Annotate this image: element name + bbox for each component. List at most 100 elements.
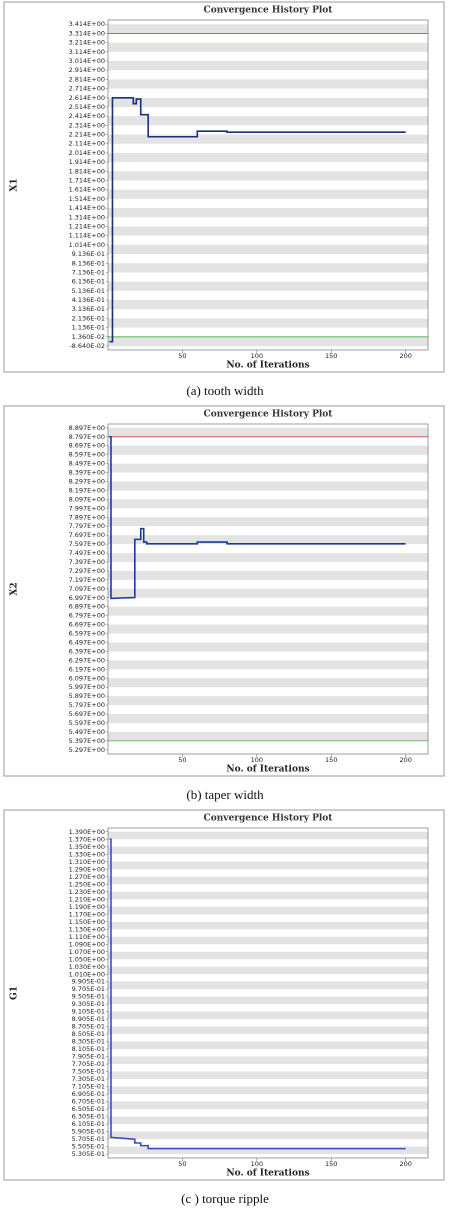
stripe (108, 891, 428, 900)
stripe (108, 1131, 428, 1140)
y-tick-label: 2.814E+00 (69, 75, 105, 83)
stripe (108, 1116, 428, 1125)
y-tick-label: 6.697E+00 (69, 621, 105, 629)
y-tick-label: 7.697E+00 (69, 531, 105, 539)
y-tick-label: 6.297E+00 (69, 656, 105, 664)
stripe (108, 642, 428, 652)
y-tick-label: 8.905E-01 (72, 1015, 105, 1023)
y-tick-label: 7.305E-01 (72, 1075, 105, 1083)
x-tick-label: 150 (325, 1160, 337, 1168)
stripe (108, 624, 428, 634)
y-tick-label: -8.640E-02 (69, 342, 105, 350)
y-tick-label: 8.697E+00 (69, 442, 105, 450)
y-tick-label: 8.797E+00 (69, 433, 105, 441)
y-tick-label: 1.310E+00 (69, 858, 105, 866)
stripe (108, 427, 428, 437)
stripe (108, 318, 428, 328)
y-tick-label: 2.014E+00 (69, 149, 105, 157)
y-tick-label: 1.250E+00 (69, 880, 105, 888)
stripe (108, 1041, 428, 1050)
x-tick-label: 50 (178, 756, 186, 764)
y-tick-label: 1.210E+00 (69, 895, 105, 903)
stripe (108, 24, 428, 34)
stripe (108, 517, 428, 527)
y-tick-label: 1.170E+00 (69, 910, 105, 918)
x-tick-label: 100 (251, 1160, 263, 1168)
y-tick-label: 1.136E-01 (72, 324, 105, 332)
y-tick-label: 9.905E-01 (72, 978, 105, 986)
y-tick-label: 2.414E+00 (69, 112, 105, 120)
plot-border (107, 423, 429, 755)
y-tick-label: 5.905E-01 (72, 1128, 105, 1136)
stripe (108, 861, 428, 870)
y-tick-label: 7.597E+00 (69, 540, 105, 548)
y-tick-label: 1.150E+00 (69, 918, 105, 926)
y-tick-label: 1.014E+00 (69, 241, 105, 249)
stripe (108, 996, 428, 1005)
y-tick-label: 7.505E-01 (72, 1068, 105, 1076)
y-tick-label: 1.290E+00 (69, 865, 105, 873)
stripe (108, 463, 428, 473)
y-tick-label: 1.110E+00 (69, 933, 105, 941)
y-tick-label: 7.136E-01 (72, 268, 105, 276)
y-tick-label: 1.914E+00 (69, 158, 105, 166)
x-tick-label: 150 (325, 352, 337, 360)
y-tick-label: 1.614E+00 (69, 186, 105, 194)
y-axis-label: G1 (10, 986, 20, 1000)
stripe (108, 97, 428, 107)
y-tick-label: 5.997E+00 (69, 683, 105, 691)
y-tick-label: 8.397E+00 (69, 469, 105, 477)
stripe (108, 171, 428, 181)
y-tick-label: 1.390E+00 (69, 828, 105, 836)
stripe (108, 1026, 428, 1035)
y-tick-label: 9.705E-01 (72, 985, 105, 993)
y-tick-label: 7.797E+00 (69, 522, 105, 530)
y-tick-label: 9.136E-01 (72, 250, 105, 258)
caption: (a) tooth width (186, 383, 264, 398)
y-tick-label: 4.136E-01 (72, 296, 105, 304)
stripe (108, 152, 428, 163)
stripe (108, 208, 428, 218)
x-tick-label: 150 (325, 756, 337, 764)
stripe (108, 1086, 428, 1095)
x-tick-label: 50 (178, 1160, 186, 1168)
y-tick-label: 1.114E+00 (69, 232, 105, 240)
y-tick-label: 2.514E+00 (69, 103, 105, 111)
stripe (108, 189, 428, 199)
y-tick-label: 7.297E+00 (69, 567, 105, 575)
stripe (108, 336, 428, 346)
y-tick-label: 1.414E+00 (69, 204, 105, 212)
y-tick-label: 8.297E+00 (69, 478, 105, 486)
y-tick-label: 3.214E+00 (69, 39, 105, 47)
x-axis-label: No. of Iterations (226, 361, 309, 371)
stripe (108, 876, 428, 885)
x-tick-label: 100 (251, 756, 263, 764)
stripe (108, 570, 428, 580)
series-line (109, 838, 406, 1150)
stripe (108, 660, 428, 670)
y-tick-label: 1.714E+00 (69, 176, 105, 184)
stripe (108, 936, 428, 945)
y-tick-label: 8.705E-01 (72, 1023, 105, 1031)
y-tick-label: 9.305E-01 (72, 1000, 105, 1008)
stripe (108, 263, 428, 273)
y-tick-label: 1.230E+00 (69, 888, 105, 896)
stripe (108, 921, 428, 930)
stripe (108, 846, 428, 855)
y-tick-label: 8.505E-01 (72, 1030, 105, 1038)
y-tick-label: 1.370E+00 (69, 835, 105, 843)
y-tick-label: 5.597E+00 (69, 719, 105, 727)
stripe (108, 42, 428, 52)
y-tick-label: 1.050E+00 (69, 955, 105, 963)
y-tick-label: 2.214E+00 (69, 131, 105, 139)
stripe (108, 1071, 428, 1080)
y-tick-label: 6.505E-01 (72, 1105, 105, 1113)
chart-title: Convergence History Plot (204, 814, 334, 824)
y-tick-label: 1.030E+00 (69, 963, 105, 971)
stripe (108, 981, 428, 990)
y-tick-label: 5.505E-01 (72, 1143, 105, 1151)
y-tick-label: 2.614E+00 (69, 94, 105, 102)
y-tick-label: 1.010E+00 (69, 970, 105, 978)
y-tick-label: 8.136E-01 (72, 259, 105, 267)
